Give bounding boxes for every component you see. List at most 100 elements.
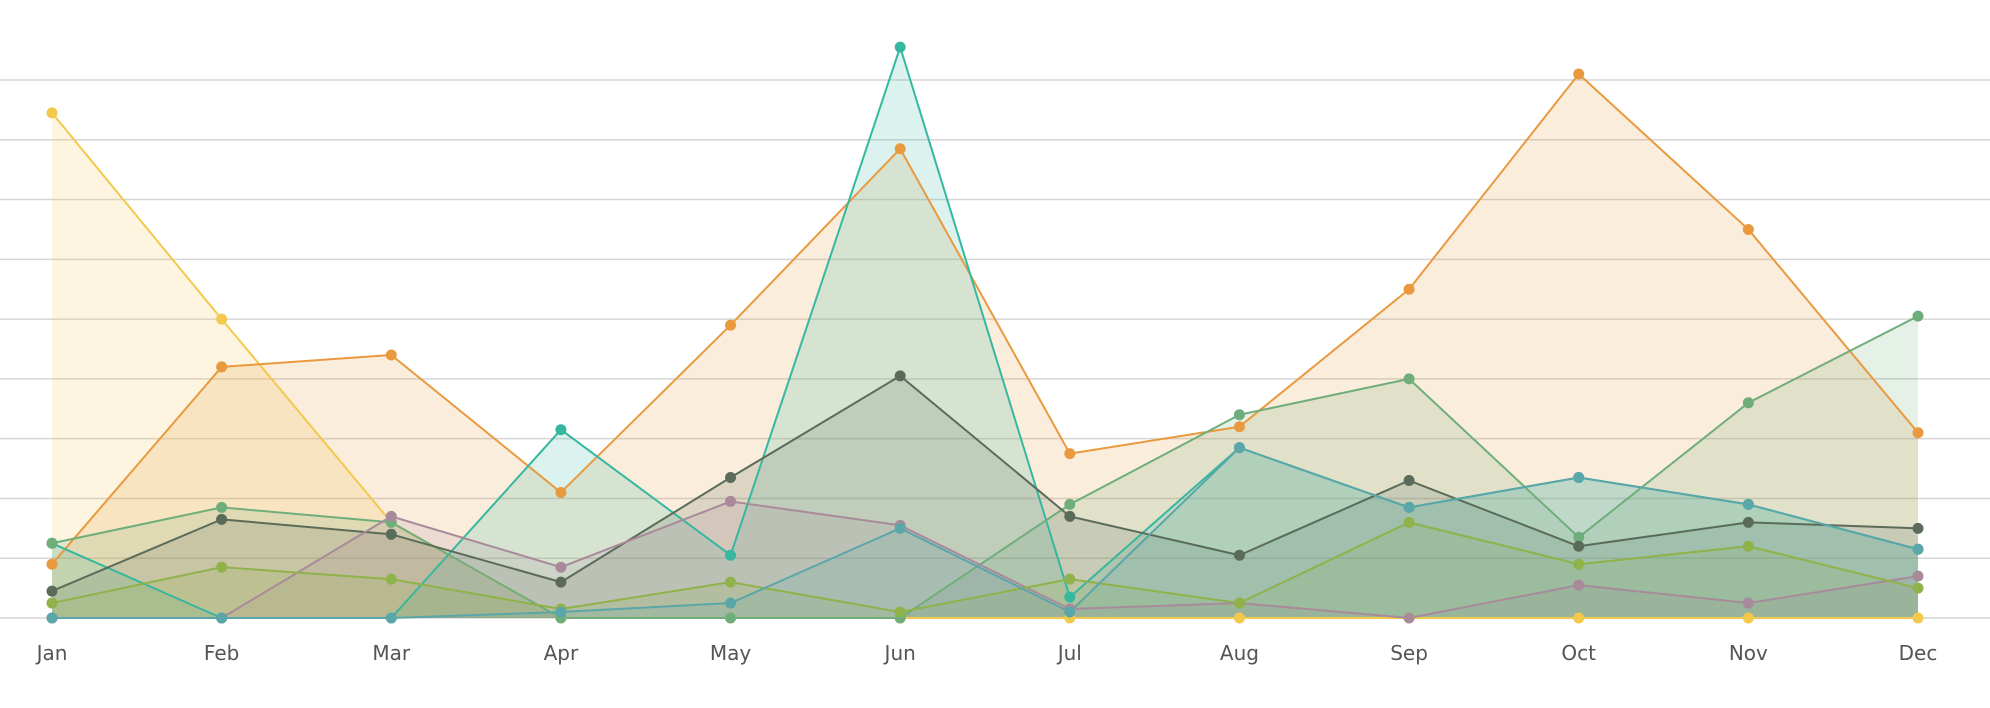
series-line-2 <box>51 73 1919 565</box>
data-point-s2-jan[interactable] <box>46 558 58 570</box>
series-points <box>46 41 1924 624</box>
data-point-s1-aug[interactable] <box>1233 612 1245 624</box>
data-point-s6-may[interactable] <box>725 495 737 507</box>
x-tick-label-jan: Jan <box>35 641 68 665</box>
x-tick-label-mar: Mar <box>372 641 411 665</box>
series-areas <box>52 47 1918 619</box>
series-lines <box>51 46 1919 619</box>
data-point-s8-dec[interactable] <box>1912 543 1924 555</box>
data-point-s8-oct[interactable] <box>1573 472 1585 484</box>
x-tick-label-jul: Jul <box>1056 641 1082 665</box>
data-point-s6-dec[interactable] <box>1912 570 1924 582</box>
data-point-s5-jun[interactable] <box>894 370 906 382</box>
data-point-s5-aug[interactable] <box>1233 549 1245 561</box>
data-point-s8-feb[interactable] <box>216 612 228 624</box>
data-point-s8-mar[interactable] <box>385 612 397 624</box>
data-point-s2-sep[interactable] <box>1403 283 1415 295</box>
data-point-s6-oct[interactable] <box>1573 579 1585 591</box>
data-point-s7-jan[interactable] <box>46 597 58 609</box>
data-point-s7-dec[interactable] <box>1912 582 1924 594</box>
data-point-s4-feb[interactable] <box>216 501 228 513</box>
data-point-s1-nov[interactable] <box>1742 612 1754 624</box>
data-point-s4-jul[interactable] <box>1064 498 1076 510</box>
data-point-s2-oct[interactable] <box>1573 68 1585 80</box>
data-point-s8-jul[interactable] <box>1064 606 1076 618</box>
data-point-s2-aug[interactable] <box>1233 421 1245 433</box>
data-point-s6-nov[interactable] <box>1742 597 1754 609</box>
data-point-s1-dec[interactable] <box>1912 612 1924 624</box>
data-point-s7-may[interactable] <box>725 576 737 588</box>
data-point-s4-may[interactable] <box>725 612 737 624</box>
data-point-s4-nov[interactable] <box>1742 397 1754 409</box>
data-point-s7-nov[interactable] <box>1742 540 1754 552</box>
series-line-7 <box>51 521 1919 614</box>
x-tick-label-may: May <box>710 641 752 665</box>
data-point-s6-mar[interactable] <box>385 510 397 522</box>
data-point-s5-mar[interactable] <box>385 528 397 540</box>
data-point-s2-dec[interactable] <box>1912 427 1924 439</box>
series-line-6 <box>52 500 1919 619</box>
x-tick-label-sep: Sep <box>1390 641 1428 665</box>
data-point-s5-feb[interactable] <box>216 513 228 525</box>
data-point-s5-sep[interactable] <box>1403 475 1415 487</box>
data-point-s2-jul[interactable] <box>1064 448 1076 460</box>
data-point-s4-jan[interactable] <box>46 537 58 549</box>
data-point-s8-aug[interactable] <box>1233 442 1245 454</box>
x-tick-label-dec: Dec <box>1899 641 1938 665</box>
data-point-s5-may[interactable] <box>725 472 737 484</box>
series-area-5 <box>52 375 1918 618</box>
data-point-s7-jun[interactable] <box>894 606 906 618</box>
series-line-5 <box>51 374 1919 593</box>
data-point-s2-jun[interactable] <box>894 143 906 155</box>
data-point-s7-oct[interactable] <box>1573 558 1585 570</box>
data-point-s8-apr[interactable] <box>555 606 567 618</box>
data-point-s4-aug[interactable] <box>1233 409 1245 421</box>
x-tick-label-feb: Feb <box>204 641 239 665</box>
data-point-s5-dec[interactable] <box>1912 522 1924 534</box>
x-tick-label-apr: Apr <box>544 641 579 665</box>
data-point-s4-sep[interactable] <box>1403 373 1415 385</box>
series-area-3 <box>52 47 1918 619</box>
data-point-s8-jan[interactable] <box>46 612 58 624</box>
series-area-4 <box>52 316 1918 618</box>
data-point-s2-apr[interactable] <box>555 486 567 498</box>
data-point-s5-jan[interactable] <box>46 585 58 597</box>
data-point-s8-jun[interactable] <box>894 522 906 534</box>
x-axis-tick-labels: Jan Feb Mar Apr May Jun Jul Aug Sep Oct Nov Dec <box>35 641 1938 665</box>
x-tick-label-oct: Oct <box>1561 641 1596 665</box>
data-point-s3-apr[interactable] <box>555 424 567 436</box>
data-point-s2-nov[interactable] <box>1742 223 1754 235</box>
data-point-s7-mar[interactable] <box>385 573 397 585</box>
x-tick-label-jun: Jun <box>883 641 916 665</box>
data-point-s5-apr[interactable] <box>555 576 567 588</box>
data-point-s6-apr[interactable] <box>555 561 567 573</box>
data-point-s1-jan[interactable] <box>46 107 58 119</box>
data-point-s7-sep[interactable] <box>1403 516 1415 528</box>
data-point-s2-mar[interactable] <box>385 349 397 361</box>
data-point-s7-jul[interactable] <box>1064 573 1076 585</box>
series-area-2 <box>52 74 1918 619</box>
data-point-s5-jul[interactable] <box>1064 510 1076 522</box>
data-point-s4-dec[interactable] <box>1912 310 1924 322</box>
data-point-s3-jun[interactable] <box>894 41 906 53</box>
data-point-s4-oct[interactable] <box>1573 531 1585 543</box>
data-point-s7-feb[interactable] <box>216 561 228 573</box>
data-point-s7-aug[interactable] <box>1233 597 1245 609</box>
data-point-s3-jul[interactable] <box>1064 591 1076 603</box>
series-line-4 <box>51 315 1919 619</box>
data-point-s3-may[interactable] <box>725 549 737 561</box>
data-point-s6-sep[interactable] <box>1403 612 1415 624</box>
data-point-s2-feb[interactable] <box>216 361 228 373</box>
data-point-s8-nov[interactable] <box>1742 498 1754 510</box>
data-point-s8-sep[interactable] <box>1403 501 1415 513</box>
data-point-s1-oct[interactable] <box>1573 612 1585 624</box>
x-tick-label-aug: Aug <box>1220 641 1259 665</box>
data-point-s5-nov[interactable] <box>1742 516 1754 528</box>
series-area-7 <box>52 522 1918 618</box>
data-point-s2-may[interactable] <box>725 319 737 331</box>
data-point-s5-oct[interactable] <box>1573 540 1585 552</box>
series-line-8 <box>52 446 1919 619</box>
data-point-s8-may[interactable] <box>725 597 737 609</box>
series-area-8 <box>52 447 1918 618</box>
data-point-s1-feb[interactable] <box>216 313 228 325</box>
